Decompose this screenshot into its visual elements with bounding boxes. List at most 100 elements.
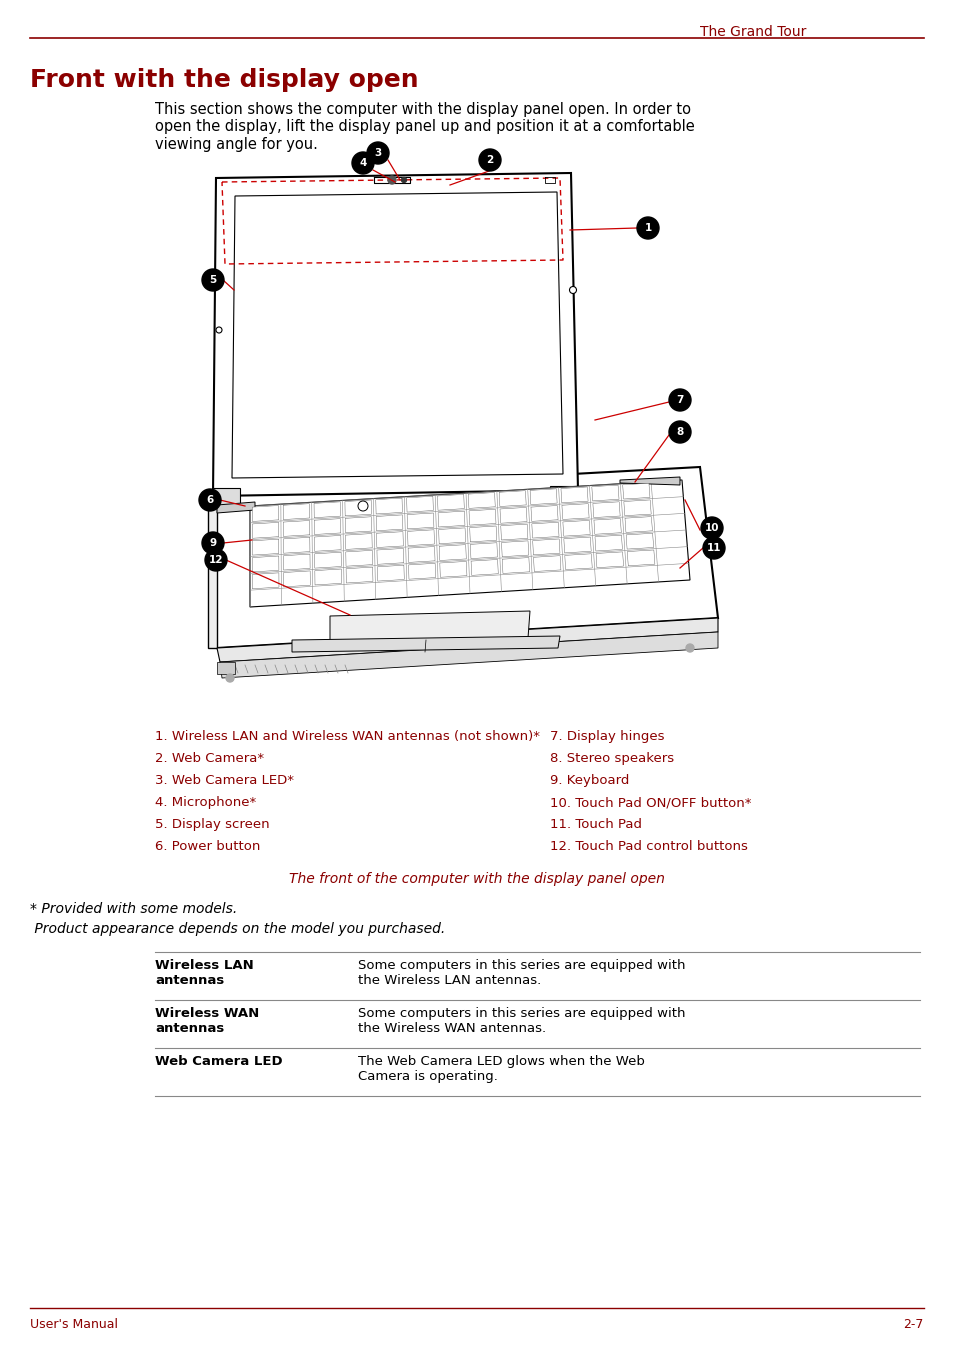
Polygon shape xyxy=(283,554,310,571)
Text: 11: 11 xyxy=(706,544,720,553)
Polygon shape xyxy=(407,530,434,546)
Polygon shape xyxy=(283,521,310,537)
Circle shape xyxy=(401,177,406,183)
Circle shape xyxy=(215,327,222,333)
Polygon shape xyxy=(471,560,497,576)
Circle shape xyxy=(569,287,576,293)
Polygon shape xyxy=(283,537,310,553)
Text: Some computers in this series are equipped with
the Wireless LAN antennas.: Some computers in this series are equipp… xyxy=(357,959,685,987)
Circle shape xyxy=(199,489,221,511)
Circle shape xyxy=(685,644,693,652)
Text: This section shows the computer with the display panel open. In order to
open th: This section shows the computer with the… xyxy=(154,101,694,151)
Polygon shape xyxy=(470,542,497,558)
Circle shape xyxy=(700,516,722,539)
Text: 9. Keyboard: 9. Keyboard xyxy=(550,773,629,787)
Polygon shape xyxy=(376,531,403,548)
Polygon shape xyxy=(208,493,216,648)
Text: 12: 12 xyxy=(209,556,223,565)
Polygon shape xyxy=(627,550,654,565)
Text: 4. Microphone*: 4. Microphone* xyxy=(154,796,256,808)
Circle shape xyxy=(668,420,690,443)
Text: 6. Power button: 6. Power button xyxy=(154,840,260,853)
Text: 5: 5 xyxy=(209,274,216,285)
Circle shape xyxy=(205,549,227,571)
Text: 6: 6 xyxy=(206,495,213,506)
Polygon shape xyxy=(253,556,278,572)
Polygon shape xyxy=(408,546,435,562)
Text: 7: 7 xyxy=(676,395,683,406)
Polygon shape xyxy=(438,545,466,561)
Polygon shape xyxy=(252,522,278,538)
Text: * Provided with some models.: * Provided with some models. xyxy=(30,902,237,917)
Text: 11. Touch Pad: 11. Touch Pad xyxy=(550,818,641,831)
Polygon shape xyxy=(216,502,254,512)
Polygon shape xyxy=(375,515,402,531)
Polygon shape xyxy=(624,516,652,533)
Polygon shape xyxy=(531,506,558,522)
Polygon shape xyxy=(592,502,619,518)
Polygon shape xyxy=(499,507,526,523)
Text: 12. Touch Pad control buttons: 12. Touch Pad control buttons xyxy=(550,840,747,853)
Polygon shape xyxy=(437,495,464,510)
Polygon shape xyxy=(345,500,371,516)
Text: Front with the display open: Front with the display open xyxy=(30,68,418,92)
Text: Wireless WAN
antennas: Wireless WAN antennas xyxy=(154,1007,259,1036)
Polygon shape xyxy=(469,510,496,525)
Polygon shape xyxy=(533,556,560,572)
Polygon shape xyxy=(345,516,372,533)
Polygon shape xyxy=(407,512,434,529)
Polygon shape xyxy=(213,173,578,496)
Circle shape xyxy=(202,531,224,554)
Polygon shape xyxy=(330,611,530,644)
Polygon shape xyxy=(498,491,526,507)
Text: 9: 9 xyxy=(210,538,216,548)
Text: The front of the computer with the display panel open: The front of the computer with the displ… xyxy=(289,872,664,886)
Polygon shape xyxy=(437,511,464,527)
Polygon shape xyxy=(283,571,310,587)
Circle shape xyxy=(226,675,233,681)
Polygon shape xyxy=(377,565,404,581)
Polygon shape xyxy=(562,521,590,537)
Polygon shape xyxy=(216,662,234,675)
Polygon shape xyxy=(438,527,465,544)
Polygon shape xyxy=(595,535,621,552)
Polygon shape xyxy=(345,550,373,566)
Polygon shape xyxy=(622,483,649,499)
Polygon shape xyxy=(314,535,341,552)
Text: 8: 8 xyxy=(676,427,683,437)
Polygon shape xyxy=(252,539,278,556)
Text: 3. Web Camera LED*: 3. Web Camera LED* xyxy=(154,773,294,787)
Text: 2. Web Camera*: 2. Web Camera* xyxy=(154,752,264,765)
Polygon shape xyxy=(623,500,651,515)
Circle shape xyxy=(388,176,395,184)
Polygon shape xyxy=(500,525,527,539)
Text: 1: 1 xyxy=(643,223,651,233)
Polygon shape xyxy=(532,539,559,554)
Polygon shape xyxy=(591,485,618,500)
Text: 2-7: 2-7 xyxy=(902,1318,923,1330)
Text: Web Camera LED: Web Camera LED xyxy=(154,1055,282,1068)
Circle shape xyxy=(702,537,724,558)
Polygon shape xyxy=(501,541,528,557)
Polygon shape xyxy=(314,519,340,534)
Polygon shape xyxy=(625,533,653,549)
Polygon shape xyxy=(216,618,718,662)
Polygon shape xyxy=(292,635,559,652)
Circle shape xyxy=(668,389,690,411)
Polygon shape xyxy=(345,534,372,549)
Circle shape xyxy=(637,218,659,239)
Text: User's Manual: User's Manual xyxy=(30,1318,118,1330)
Polygon shape xyxy=(208,466,718,648)
Circle shape xyxy=(357,502,368,511)
Text: 5. Display screen: 5. Display screen xyxy=(154,818,270,831)
Polygon shape xyxy=(619,477,679,485)
Polygon shape xyxy=(531,522,558,538)
Circle shape xyxy=(367,142,389,164)
Polygon shape xyxy=(250,480,689,607)
Circle shape xyxy=(202,269,224,291)
Text: 3: 3 xyxy=(374,147,381,158)
Polygon shape xyxy=(596,552,623,568)
Text: 4: 4 xyxy=(359,158,366,168)
Polygon shape xyxy=(406,496,433,512)
Polygon shape xyxy=(439,561,466,577)
